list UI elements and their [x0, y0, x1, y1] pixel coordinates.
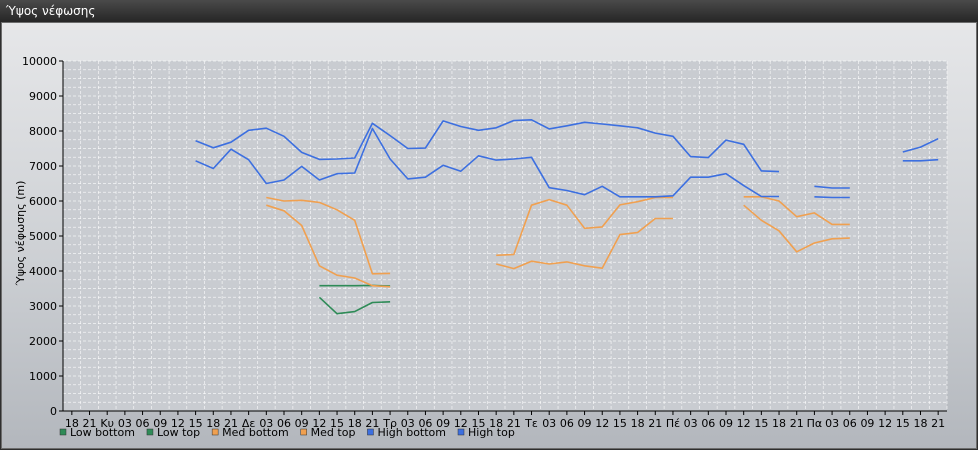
series-line-low-bottom	[318, 296, 391, 315]
legend-label: High bottom	[377, 426, 446, 439]
x-tick-label: Τε	[524, 417, 538, 430]
x-tick-label: 09	[719, 417, 733, 430]
legend-swatch	[211, 428, 219, 436]
x-tick-label: 18	[206, 417, 220, 430]
y-tick-label: 1000	[29, 370, 57, 383]
y-axis-label: Ύψος νέφωσης (m)	[14, 181, 27, 287]
series-line-high-top	[902, 137, 939, 153]
x-tick-label: 21	[648, 417, 662, 430]
x-tick-label: 18	[489, 417, 503, 430]
x-tick-label: Πα	[807, 417, 823, 430]
y-tick-label: 7000	[29, 160, 57, 173]
x-tick-label: 09	[153, 417, 167, 430]
legend-swatch	[457, 428, 465, 436]
legend-swatch	[146, 428, 154, 436]
x-tick-label: 18	[65, 417, 79, 430]
x-tick-label: 12	[878, 417, 892, 430]
x-tick-label: 21	[365, 417, 379, 430]
x-tick-label: 12	[312, 417, 326, 430]
series-line-high-top	[814, 185, 850, 189]
x-tick-label: 09	[860, 417, 874, 430]
x-tick-label: Δε	[242, 417, 256, 430]
x-tick-label: 03	[542, 417, 556, 430]
legend-swatch	[300, 428, 307, 436]
series-line-med-top	[266, 196, 391, 275]
legend-label: Med bottom	[222, 426, 289, 439]
x-tick-label: Πέ	[666, 417, 680, 430]
x-tick-label: 06	[701, 417, 715, 430]
y-tick-label: 0	[50, 405, 57, 418]
series-line-high-bottom	[902, 158, 939, 162]
x-tick-label: 03	[401, 417, 415, 430]
x-tick-label: 18	[772, 417, 786, 430]
x-tick-label: 18	[348, 417, 362, 430]
x-tick-label: 15	[189, 417, 203, 430]
series-line-med-bottom	[495, 217, 673, 270]
x-tick-label: 06	[560, 417, 574, 430]
y-tick-label: 5000	[29, 230, 57, 243]
y-tick-label: 2000	[29, 335, 57, 348]
legend-swatch	[367, 428, 374, 436]
y-tick-label: 8000	[29, 125, 57, 138]
series-line-med-bottom	[743, 204, 850, 253]
x-tick-label: 15	[896, 417, 910, 430]
x-tick-label: 09	[578, 417, 592, 430]
x-tick-label: 12	[171, 417, 185, 430]
series-line-med-bottom	[266, 204, 391, 288]
x-tick-label: 12	[737, 417, 751, 430]
y-tick-label: 6000	[29, 195, 57, 208]
series-line-high-top	[195, 119, 780, 173]
y-tick-label: 10000	[22, 55, 57, 68]
x-tick-label: 06	[418, 417, 432, 430]
x-tick-label: 21	[790, 417, 804, 430]
y-tick-label: 9000	[29, 90, 57, 103]
y-tick-label: 4000	[29, 265, 57, 278]
x-tick-label: 09	[295, 417, 309, 430]
x-tick-label: 06	[843, 417, 857, 430]
window-title: Ύψος νέφωσης	[6, 4, 96, 18]
series-line-med-top	[496, 196, 673, 257]
x-tick-label: 21	[507, 417, 521, 430]
legend-label: Low top	[157, 426, 200, 439]
y-tick-label: 3000	[29, 300, 57, 313]
series-line-high-bottom	[195, 127, 779, 198]
x-tick-label: 15	[613, 417, 627, 430]
x-tick-label: Κυ	[100, 417, 114, 430]
x-tick-label: 15	[754, 417, 768, 430]
x-tick-label: 12	[595, 417, 609, 430]
x-tick-label: 03	[825, 417, 839, 430]
x-tick-label: 15	[471, 417, 485, 430]
x-tick-label: 03	[259, 417, 273, 430]
x-tick-label: 09	[436, 417, 450, 430]
x-tick-label: Τρ	[382, 417, 397, 430]
series-line-high-bottom	[814, 196, 850, 199]
x-tick-label: 21	[931, 417, 945, 430]
x-tick-label: 18	[913, 417, 927, 430]
x-tick-label: 21	[83, 417, 97, 430]
legend-label: Low bottom	[70, 426, 135, 439]
x-tick-label: 15	[330, 417, 344, 430]
legend-swatch	[59, 428, 67, 436]
x-tick-label: 03	[118, 417, 132, 430]
cloud-height-chart: 0 1000 2000 3000 4000 5000 6000 7000 8000 9000 100…	[14, 55, 948, 439]
x-tick-label: 06	[277, 417, 291, 430]
chart-panel: 0 1000 2000 3000 4000 5000 6000 7000 8000 9000 100…	[1, 22, 977, 449]
legend-label: Med top	[311, 426, 356, 439]
title-bar: Ύψος νέφωσης	[0, 0, 978, 22]
legend-label: High top	[468, 426, 515, 439]
x-tick-label: 18	[631, 417, 645, 430]
x-tick-label: 03	[684, 417, 698, 430]
x-tick-label: 12	[454, 417, 468, 430]
x-tick-label: 21	[224, 417, 238, 430]
x-tick-label: 06	[136, 417, 150, 430]
